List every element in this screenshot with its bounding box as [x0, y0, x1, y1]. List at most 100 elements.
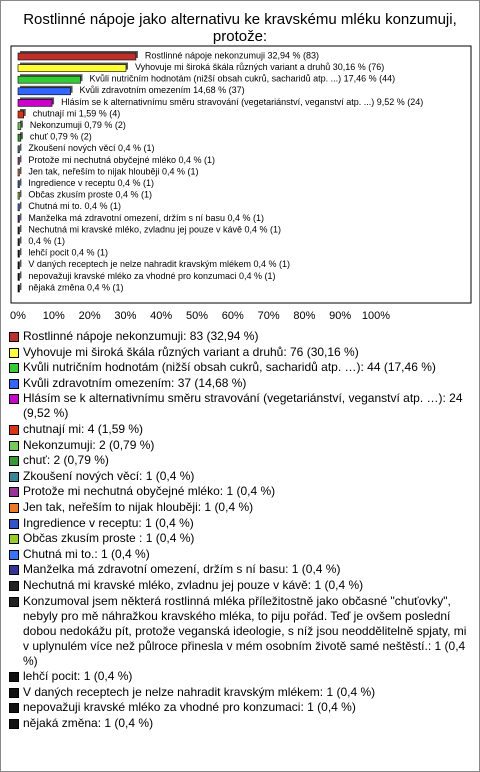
- legend-swatch: [9, 363, 19, 374]
- bar-depth: [20, 213, 22, 221]
- bar-label: chuť 0,79 % (2): [30, 132, 92, 142]
- legend-item: Vyhovuje mi široká škála různých variant…: [9, 345, 471, 360]
- legend-label: Vyhovuje mi široká škála různých variant…: [23, 344, 359, 359]
- legend-swatch: [9, 487, 19, 498]
- legend-label: Ingredience v receptu: 1 (0,4 %): [23, 515, 194, 530]
- legend-item: Rostlinné nápoje nekonzumuji: 83 (32,94 …: [9, 329, 471, 344]
- plot-frame: [10, 45, 472, 304]
- legend-label: Kvůli nutričním hodnotám (nižší obsah cu…: [23, 360, 436, 375]
- legend-swatch: [9, 596, 19, 607]
- chart-title: Rostlinné nápoje jako alternativu ke kra…: [23, 11, 457, 45]
- bar: [17, 273, 20, 281]
- legend-label: chutnají mi: 4 (1,59 %): [23, 421, 144, 436]
- bar-label: Občas zkusím proste 0,4 % (1): [28, 190, 152, 200]
- legend-swatch: [9, 518, 19, 529]
- legend-swatch: [9, 687, 19, 698]
- legend-item: Hlásím se k alternativnímu směru stravov…: [9, 391, 471, 421]
- bar-depth: [20, 201, 22, 209]
- bar: [17, 52, 137, 61]
- bar: [17, 284, 20, 293]
- x-tick-label: 0%: [10, 310, 26, 322]
- x-tick-label: 60%: [222, 310, 244, 322]
- legend-swatch: [9, 394, 19, 405]
- x-tick-label: 90%: [329, 310, 351, 322]
- bar-label: Kvůli zdravotním omezením 14,68 % (37): [80, 85, 245, 95]
- legend-label: nepovažuji kravské mléko za vhodné pro k…: [23, 700, 356, 715]
- legend-item: nějaká změna: 1 (0,4 %): [9, 716, 471, 731]
- legend-item: chutnají mi: 4 (1,59 %): [9, 422, 471, 437]
- bar-label: Vyhovuje mi široká škála různých variant…: [135, 62, 384, 72]
- bar-depth: [20, 167, 22, 174]
- legend-label: Protože mi nechutná obyčejné mléko: 1 (0…: [23, 484, 276, 499]
- bar-label: Zkoušení nových věcí 0,4 % (1): [28, 143, 154, 153]
- bar: [17, 249, 20, 258]
- bar-depth: [20, 259, 22, 267]
- x-tick-label: 100%: [362, 310, 390, 322]
- legend-swatch: [9, 456, 19, 467]
- legend-label: Nekonzumuji: 2 (0,79 %): [23, 437, 155, 452]
- legend-label: Hlásím se k alternativnímu směru stravov…: [23, 391, 463, 421]
- legend-swatch: [9, 718, 19, 729]
- legend-swatch: [9, 580, 19, 591]
- bar-label: Jen tak, neřeším to nijak hlouběji 0,4 %…: [28, 166, 198, 176]
- legend-item: V daných receptech je nelze nahradit kra…: [9, 685, 471, 700]
- legend-item: chuť: 2 (0,79 %): [9, 453, 471, 468]
- bar: [17, 145, 20, 154]
- bar-label: chutnají mi 1,59 % (4): [33, 108, 121, 118]
- legend-swatch: [9, 502, 19, 513]
- bar: [17, 64, 127, 72]
- legend-swatch: [9, 347, 19, 358]
- legend-swatch: [9, 332, 19, 342]
- plot: 0% 10% 20% 30% 40% 50% 60% 70% 80% 90% 100% Rostlin…: [10, 45, 472, 322]
- bar-depth: [20, 155, 22, 163]
- legend-label: Zkoušení nových věcí: 1 (0,4 %): [23, 468, 195, 483]
- bar: [17, 261, 20, 270]
- bar-label: Hlásím se k alternativnímu směru stravov…: [61, 97, 423, 107]
- legend-label: Občas zkusím proste : 1 (0,4 %): [23, 531, 195, 546]
- x-tick-label: 70%: [258, 310, 280, 322]
- bar: [17, 75, 81, 84]
- legend-item: lehčí pocit: 1 (0,4 %): [9, 669, 471, 684]
- bar-label: Manželka má zdravotní omezení, držím s n…: [28, 213, 264, 223]
- legend-swatch: [9, 440, 19, 451]
- bar-depth: [20, 143, 22, 151]
- legend-item: Chutná mi to.: 1 (0,4 %): [9, 547, 471, 562]
- legend-label: Chutná mi to.: 1 (0,4 %): [23, 546, 150, 561]
- bar-label: lehčí pocit 0,4 % (1): [28, 248, 108, 258]
- legend-swatch: [9, 471, 19, 482]
- bar-label: nepovažuji kravské mléko za vhodné pro k…: [28, 271, 275, 281]
- legend-item: nepovažuji kravské mléko za vhodné pro k…: [9, 700, 471, 715]
- bar-label: Rostlinné nápoje nekonzumuji 32,94 % (83…: [145, 50, 319, 60]
- legend-item: Ingredience v receptu: 1 (0,4 %): [9, 516, 471, 531]
- bar: [17, 133, 22, 142]
- bar-label: Nekonzumuji 0,79 % (2): [30, 120, 126, 130]
- bar-depth: [20, 283, 22, 290]
- bar-label: Nechutná mi kravské mléko, zvladnu jej p…: [28, 224, 281, 234]
- x-tick-label: 20%: [79, 310, 101, 322]
- legend-swatch: [9, 549, 19, 560]
- bar-depth: [20, 132, 23, 140]
- legend-label: lehčí pocit: 1 (0,4 %): [23, 669, 133, 684]
- bar-depth: [20, 190, 22, 198]
- bar-depth: [20, 178, 22, 186]
- legend-item: Protože mi nechutná obyčejné mléko: 1 (0…: [9, 484, 471, 499]
- bar: [17, 226, 20, 235]
- legend-item: Nekonzumuji: 2 (0,79 %): [9, 438, 471, 453]
- bar: [17, 87, 71, 96]
- legend-label: Rostlinné nápoje nekonzumuji: 83 (32,94 …: [23, 329, 259, 343]
- legend-label: Kvůli zdravotním omezením: 37 (14,68 %): [23, 375, 247, 390]
- legend-item: Občas zkusím proste : 1 (0,4 %): [9, 531, 471, 546]
- bar: [17, 238, 20, 246]
- legend-item: Manželka má zdravotní omezení, držím s n…: [9, 562, 471, 577]
- legend-swatch: [9, 424, 19, 435]
- x-tick-label: 80%: [293, 310, 315, 322]
- bar: [17, 180, 20, 188]
- bar-depth: [20, 271, 22, 279]
- bar: [17, 99, 53, 107]
- legend: Rostlinné nápoje nekonzumuji: 83 (32,94 …: [9, 329, 471, 731]
- bar: [17, 191, 20, 200]
- legend-label: Manželka má zdravotní omezení, držím s n…: [23, 562, 341, 577]
- bar-label: Protože mi nechutná obyčejné mléko 0,4 %…: [28, 155, 215, 165]
- bar-label: nějaká změna 0,4 % (1): [28, 282, 123, 292]
